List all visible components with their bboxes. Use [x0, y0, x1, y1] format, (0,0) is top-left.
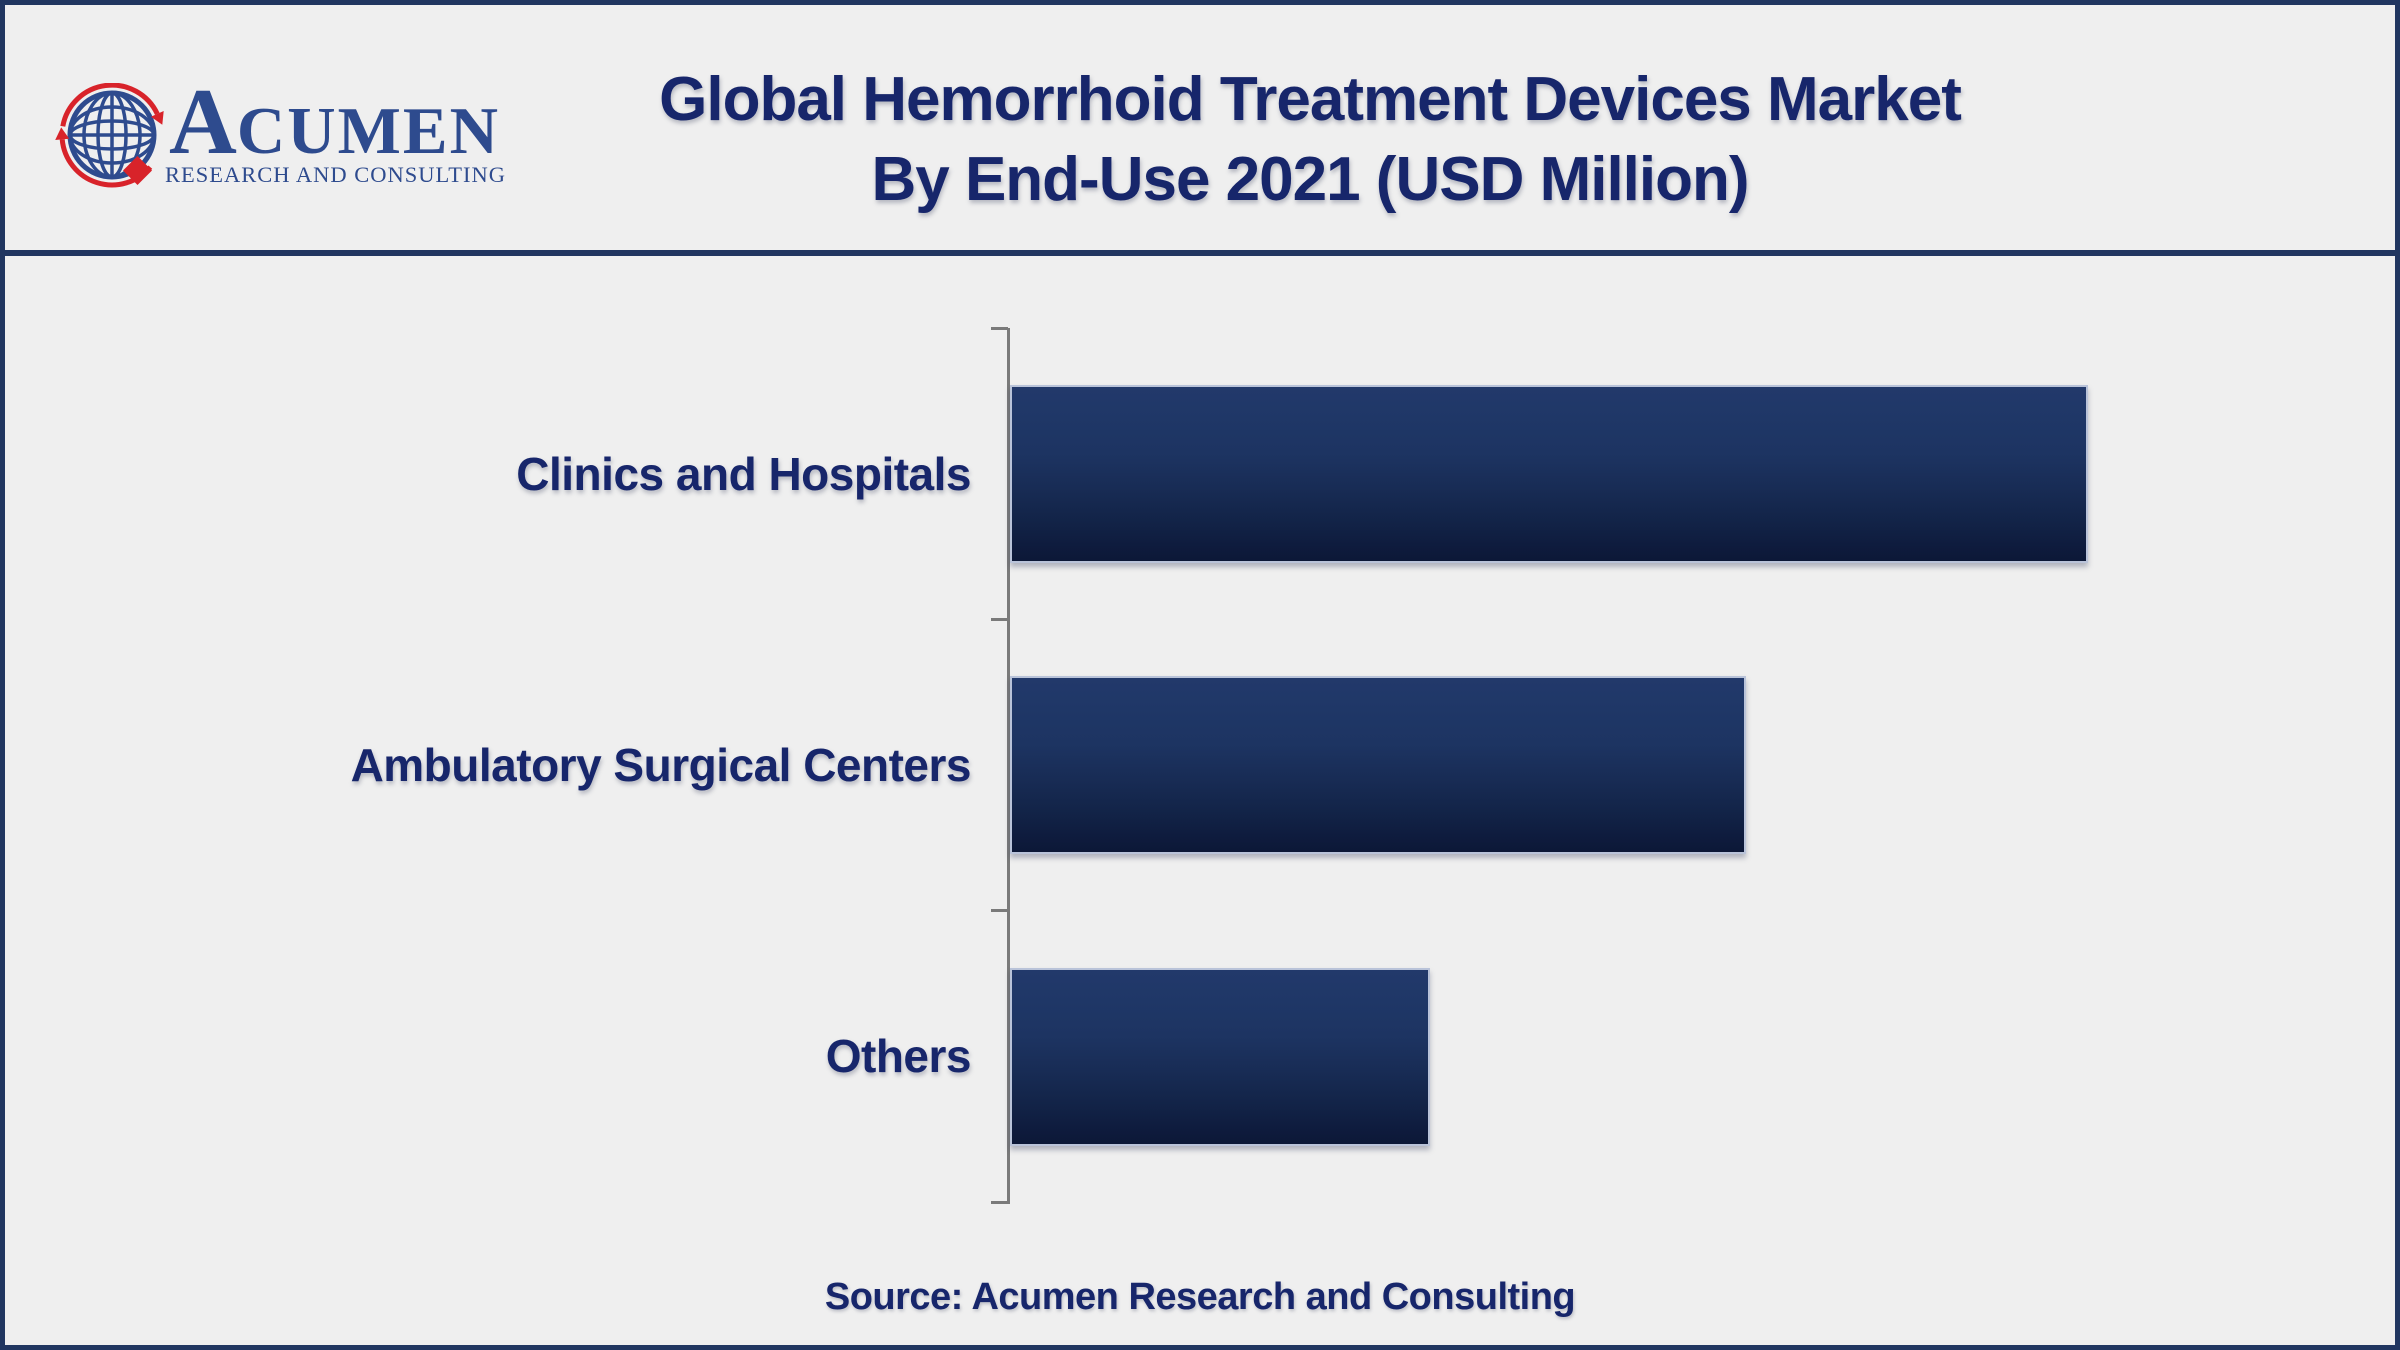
plot-area: Clinics and Hospitals Ambulatory Surgica… — [5, 250, 2395, 1345]
chart-title-line1: Global Hemorrhoid Treatment Devices Mark… — [659, 65, 1962, 134]
category-label-others: Others — [825, 1030, 972, 1083]
category-label-clinics-and-hospitals: Clinics and Hospitals — [516, 447, 971, 500]
brand-rest: CUMEN — [236, 94, 500, 168]
bar-ambulatory-surgical-centers — [1010, 676, 1746, 855]
chart-title-line2: By End-Use 2021 (USD Million) — [871, 145, 1749, 214]
source-note: Source: Acumen Research and Consulting — [824, 1276, 1576, 1318]
category-labels: Clinics and Hospitals Ambulatory Surgica… — [5, 328, 972, 1202]
axis-tick — [991, 1201, 1008, 1204]
bars-area — [1010, 328, 2395, 1202]
red-diamond-icon — [123, 156, 152, 185]
bar-row — [1010, 328, 2395, 619]
category-axis-line — [1007, 328, 1010, 1204]
brand-initial: A — [169, 70, 237, 174]
bar-clinics-and-hospitals — [1010, 385, 2088, 563]
axis-tick — [991, 618, 1008, 621]
acumen-logo: A CUMEN RESEARCH AND CONSULTING — [47, 5, 547, 250]
footer: Source: Acumen Research and Consulting — [5, 1267, 2395, 1327]
brand-name: A CUMEN — [169, 75, 500, 169]
bar-row — [1010, 911, 2395, 1202]
bar-others — [1010, 967, 1431, 1146]
axis-tick — [991, 327, 1008, 330]
axis-tick — [991, 909, 1008, 912]
header: A CUMEN RESEARCH AND CONSULTING Global He… — [5, 5, 2395, 256]
chart-title: Global Hemorrhoid Treatment Devices Mark… — [565, 60, 2055, 220]
category-label-ambulatory-surgical-centers: Ambulatory Surgical Centers — [350, 738, 972, 791]
bar-row — [1010, 619, 2395, 910]
brand-tagline: RESEARCH AND CONSULTING — [165, 162, 506, 187]
globe-icon — [55, 83, 164, 188]
